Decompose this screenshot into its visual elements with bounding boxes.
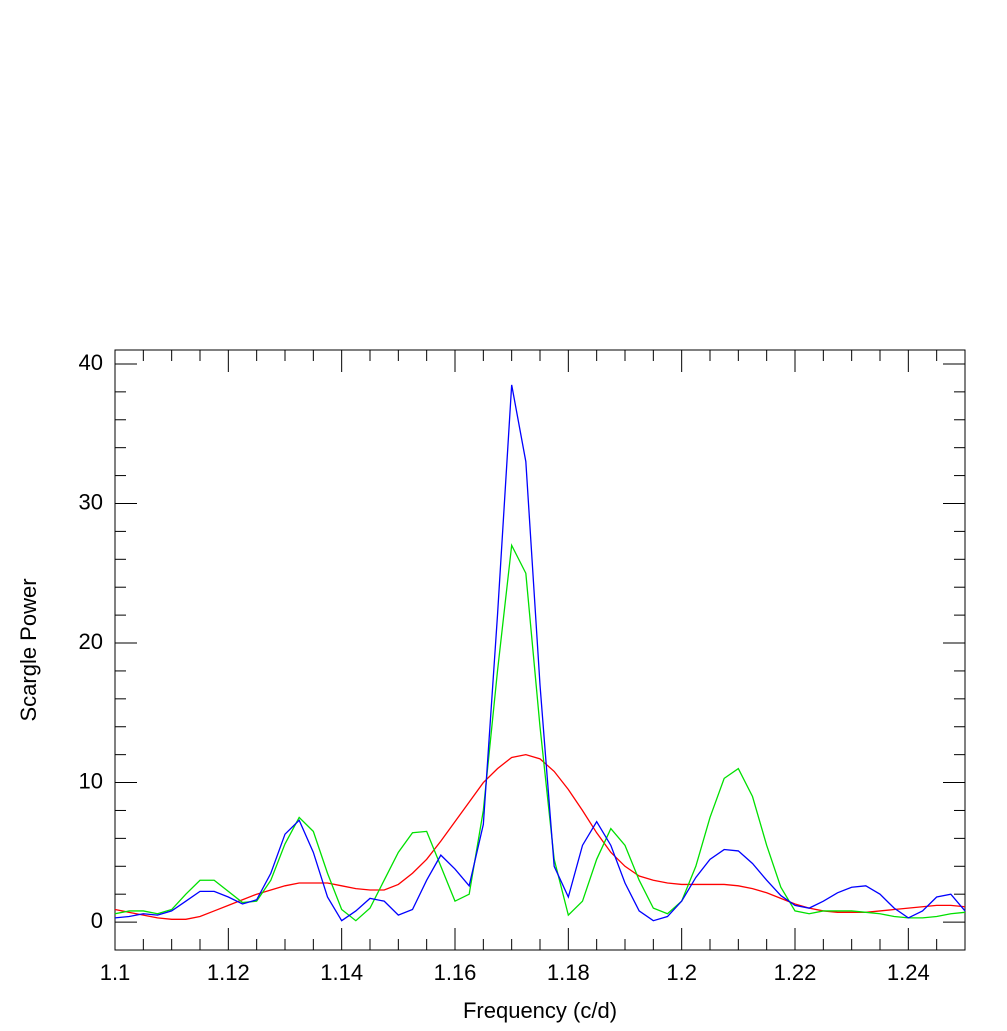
x-tick-label: 1.1 xyxy=(100,960,131,985)
x-tick-label: 1.22 xyxy=(774,960,817,985)
x-tick-label: 1.14 xyxy=(320,960,363,985)
plot-frame xyxy=(114,349,966,951)
x-axis-label: Frequency (c/d) xyxy=(463,998,617,1023)
x-tick-label: 1.16 xyxy=(434,960,477,985)
y-tick-label: 10 xyxy=(79,768,103,793)
y-tick-label: 20 xyxy=(79,629,103,654)
y-axis-label: Scargle Power xyxy=(16,578,41,721)
y-tick-label: 30 xyxy=(79,489,103,514)
series-line xyxy=(114,753,966,920)
y-tick-label: 0 xyxy=(91,908,103,933)
series-line xyxy=(114,384,966,922)
x-tick-label: 1.18 xyxy=(547,960,590,985)
x-tick-label: 1.2 xyxy=(666,960,697,985)
x-tick-label: 1.12 xyxy=(207,960,250,985)
x-tick-label: 1.24 xyxy=(887,960,930,985)
y-tick-label: 40 xyxy=(79,350,103,375)
series-line xyxy=(114,543,966,922)
